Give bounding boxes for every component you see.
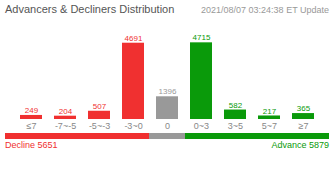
svg-text:-5~-3: -5~-3: [89, 121, 110, 131]
html-text:Advancers & Decliners Distribu: Advancers & Decliners Distribution: [5, 3, 175, 15]
svg-text:3~5: 3~5: [228, 121, 243, 131]
svg-text:1396: 1396: [159, 87, 177, 96]
svg-text:217: 217: [263, 107, 277, 116]
svg-text:507: 507: [93, 102, 107, 111]
svg-text:-7~-5: -7~-5: [55, 121, 76, 131]
svg-text:0~3: 0~3: [194, 121, 209, 131]
svg-text:0: 0: [165, 121, 170, 131]
svg-text:249: 249: [25, 106, 39, 115]
svg-text:≤7: ≤7: [27, 121, 37, 131]
svg-text:≥7: ≥7: [299, 121, 309, 131]
html-text:Advance 5879: Advance 5879: [271, 140, 329, 150]
svg-text:365: 365: [297, 104, 311, 113]
svg-text:5~7: 5~7: [262, 121, 277, 131]
svg-text:4715: 4715: [193, 33, 211, 42]
html-text:Decline 5651: Decline 5651: [5, 140, 58, 150]
html-text:2021/08/07 03:24:38 ET Update: 2021/08/07 03:24:38 ET Update: [201, 5, 329, 15]
svg-text:204: 204: [59, 107, 73, 116]
svg-text:582: 582: [229, 101, 243, 110]
svg-text:-3~0: -3~0: [124, 121, 142, 131]
svg-text:4691: 4691: [125, 34, 143, 43]
